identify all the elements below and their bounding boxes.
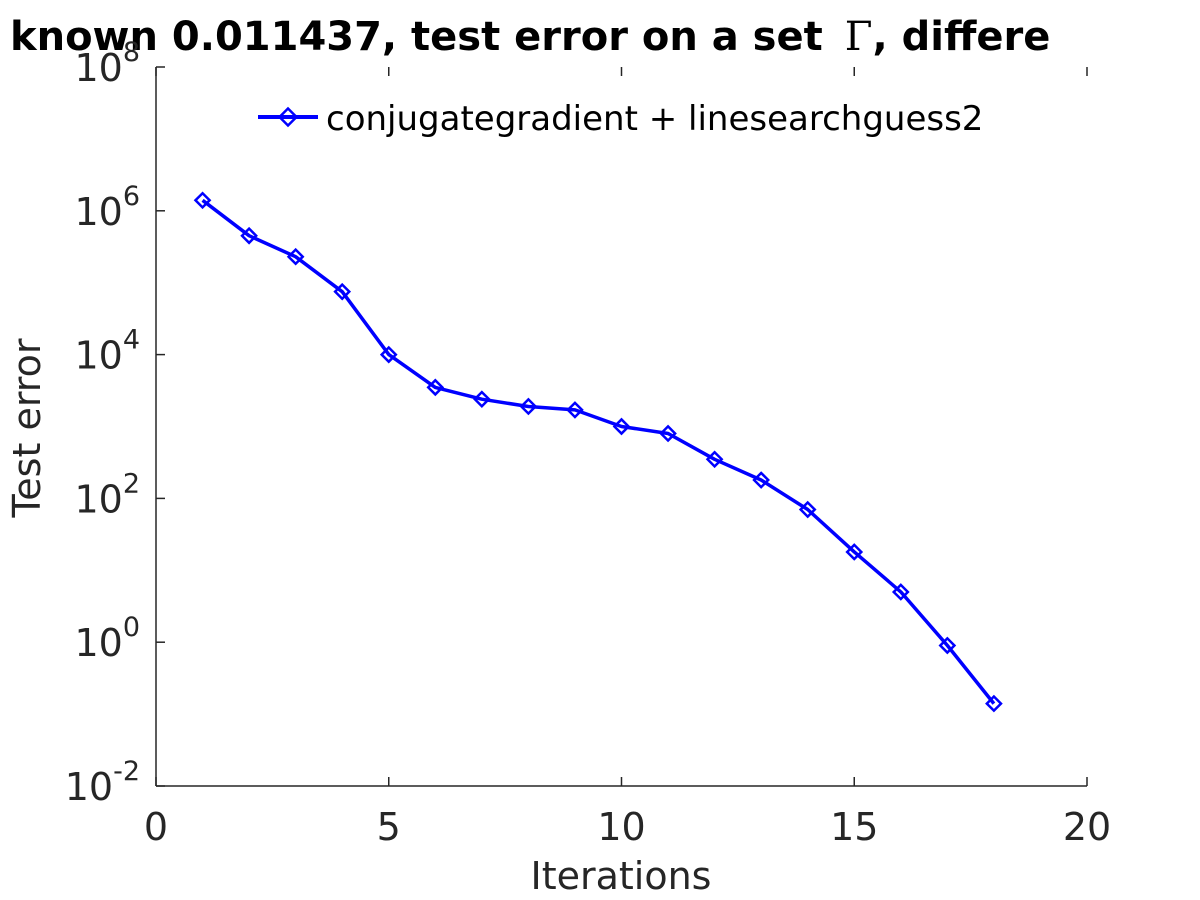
chart-title: known 0.011437, test error on a set Γ, di… — [10, 14, 1050, 60]
data-point — [705, 450, 724, 469]
y-tick-base: 10 — [65, 765, 113, 809]
y-tick-base: 10 — [74, 46, 122, 90]
y-tick-label: 10-2 — [65, 756, 140, 809]
data-point — [938, 636, 957, 655]
y-axis-title: Test error — [5, 338, 49, 518]
y-tick-label: 102 — [74, 468, 140, 521]
x-tick-label: 15 — [830, 805, 878, 849]
y-tick-label: 108 — [74, 37, 140, 90]
y-tick-base: 10 — [74, 334, 122, 378]
data-point — [752, 471, 770, 489]
data-point — [333, 282, 352, 301]
x-tick-label: 10 — [597, 805, 645, 849]
data-point — [566, 401, 584, 419]
data-point — [891, 583, 910, 601]
data-point — [240, 226, 258, 245]
chart-title-suffix: , differe — [873, 14, 1051, 60]
y-tick-base: 10 — [74, 621, 122, 665]
series-layer — [193, 191, 1003, 713]
data-point — [426, 378, 445, 397]
x-tick-label: 0 — [144, 805, 168, 849]
x-tick-label: 20 — [1063, 805, 1111, 849]
y-tick-label: 104 — [74, 325, 140, 378]
series-line — [201, 198, 996, 705]
y-tick-label: 106 — [74, 181, 140, 234]
data-point — [286, 247, 305, 266]
data-point — [612, 417, 631, 436]
legend: conjugategradient + linesearchguess2 — [258, 99, 983, 139]
y-tick-exponent: 8 — [123, 37, 140, 68]
y-tick-exponent: 4 — [123, 325, 140, 356]
data-point — [519, 397, 538, 416]
data-point — [659, 424, 677, 443]
data-point — [193, 191, 212, 210]
chart-title-gamma: Γ — [845, 14, 873, 60]
chart-title-prefix: known 0.011437, test error on a set — [10, 14, 823, 60]
legend-label: conjugategradient + linesearchguess2 — [326, 99, 983, 139]
y-tick-exponent: -2 — [113, 756, 140, 787]
data-point — [379, 345, 398, 364]
data-point — [798, 500, 817, 519]
data-point — [473, 390, 491, 409]
y-tick-label: 100 — [74, 612, 140, 665]
y-tick-exponent: 6 — [123, 181, 140, 212]
legend-marker — [277, 106, 299, 128]
x-tick-label: 5 — [377, 805, 401, 849]
x-ticks: 0 5 10 15 20 — [144, 67, 1111, 849]
y-tick-base: 10 — [74, 477, 122, 521]
y-tick-base: 10 — [74, 190, 122, 234]
y-tick-exponent: 0 — [123, 612, 140, 643]
x-axis-title: Iterations — [531, 854, 712, 898]
data-point — [845, 543, 864, 561]
data-point — [985, 694, 1003, 713]
y-tick-exponent: 2 — [123, 468, 140, 499]
